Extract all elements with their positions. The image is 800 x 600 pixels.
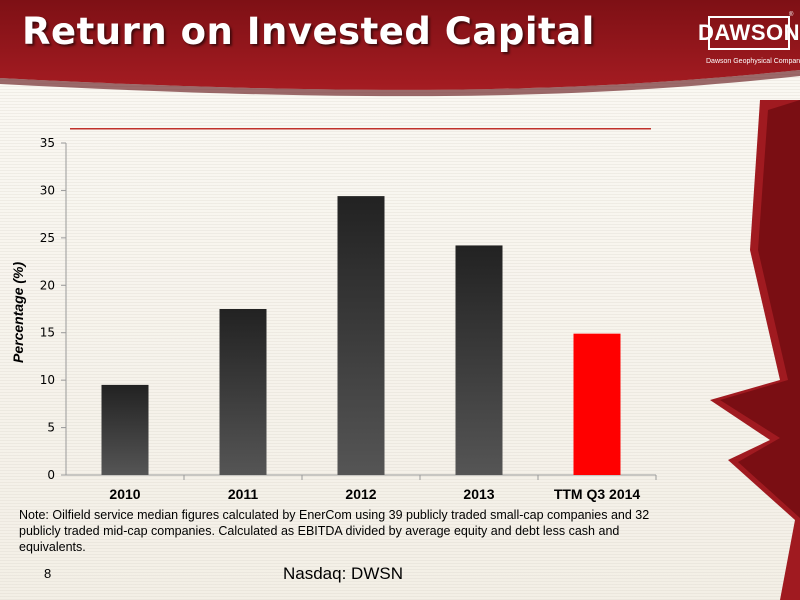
bar-2011 bbox=[219, 309, 267, 475]
x-tick-label: 2010 bbox=[109, 486, 140, 502]
y-tick-label: 15 bbox=[40, 326, 55, 340]
x-tick-label: TTM Q3 2014 bbox=[554, 486, 641, 502]
y-tick-label: 20 bbox=[40, 278, 55, 292]
y-tick-label: 30 bbox=[40, 183, 55, 197]
x-tick-label: 2012 bbox=[345, 486, 376, 502]
header-band bbox=[0, 0, 800, 97]
x-tick-label: 2011 bbox=[228, 486, 259, 502]
footnote: Note: Oilfield service median figures ca… bbox=[19, 508, 650, 554]
slide-title: Return on Invested Capital bbox=[22, 10, 595, 53]
bar-2013 bbox=[455, 245, 503, 475]
y-tick-label: 5 bbox=[47, 421, 55, 435]
bar-2012 bbox=[337, 196, 385, 475]
logo-trademark: ® bbox=[789, 12, 794, 18]
bar-2010 bbox=[101, 384, 149, 475]
page-number: 8 bbox=[44, 566, 52, 581]
footer-ticker: Nasdaq: DWSN bbox=[283, 564, 403, 583]
x-tick-label: 2013 bbox=[463, 486, 494, 502]
y-tick-label: 0 bbox=[47, 468, 55, 482]
bar-ttm-q3-2014 bbox=[573, 333, 621, 475]
right-decoration bbox=[710, 100, 800, 600]
y-tick-label: 25 bbox=[40, 231, 55, 245]
logo-text: DAWSON bbox=[698, 20, 800, 45]
dawson-logo: DAWSON bbox=[698, 16, 800, 50]
y-axis-title: Percentage (%) bbox=[10, 261, 26, 363]
logo-subtitle: Dawson Geophysical Company bbox=[706, 58, 800, 65]
y-tick-label: 35 bbox=[40, 136, 55, 150]
y-tick-label: 10 bbox=[40, 373, 55, 387]
